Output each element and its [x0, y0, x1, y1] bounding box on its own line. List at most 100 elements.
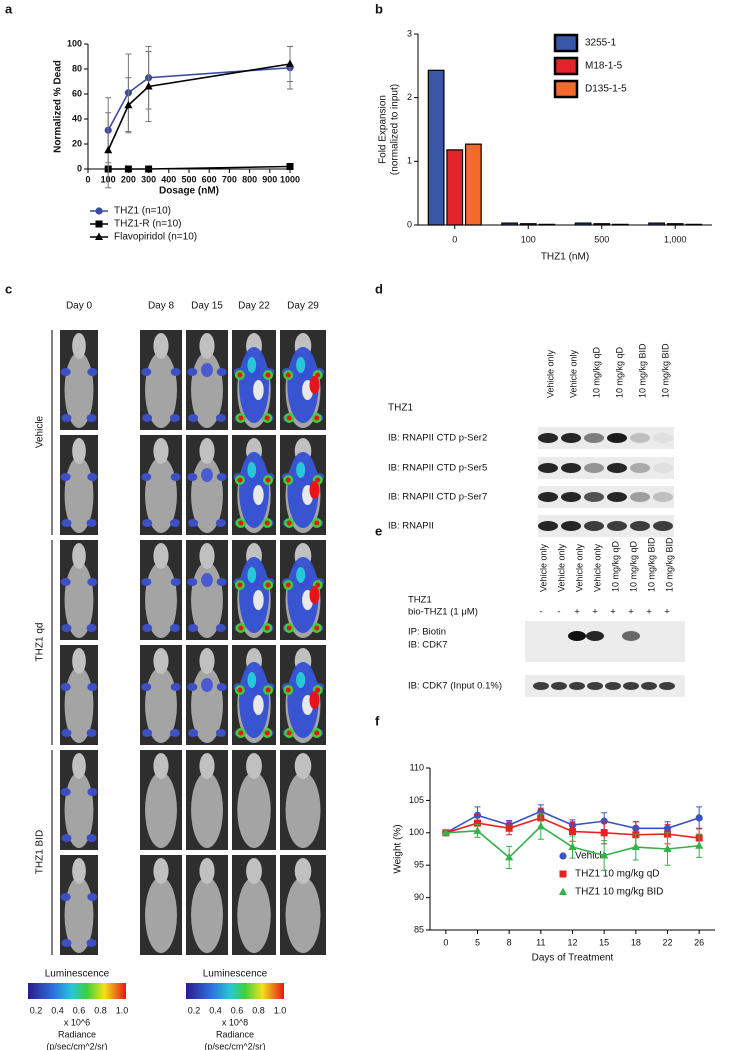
- marker: [286, 59, 294, 67]
- legend-label: THZ1-R (n=10): [114, 219, 182, 230]
- mouse-body: [64, 667, 94, 743]
- marker: [568, 842, 577, 851]
- marker: [286, 163, 294, 170]
- signal: [285, 477, 291, 483]
- y-tick-label: 90: [414, 892, 424, 902]
- signal: [87, 578, 98, 586]
- colorbar-tick-label: 1.0: [274, 1005, 287, 1015]
- lane-label: Vehicle only: [556, 543, 566, 592]
- colorbar: [28, 983, 126, 999]
- x-tick-label: 500: [181, 174, 196, 184]
- lane-label: Vehicle only: [545, 349, 555, 398]
- y-axis-label: Weight (%): [393, 824, 404, 873]
- mouse-body: [285, 772, 321, 848]
- colorbar-unit: (p/sec/cm^2/sr): [46, 1041, 107, 1050]
- signal: [141, 368, 152, 376]
- marker: [569, 828, 576, 836]
- x-tick-label: 0: [443, 937, 448, 947]
- y-tick-label: 40: [72, 113, 82, 123]
- colorbar-tick-label: 1.0: [116, 1005, 129, 1015]
- signal: [238, 730, 244, 736]
- signal: [237, 687, 243, 693]
- band: [584, 433, 604, 443]
- day-label: Day 15: [191, 301, 223, 312]
- colorbar-title: Luminescence: [45, 969, 110, 980]
- signal: [216, 683, 227, 691]
- mouse-body: [64, 772, 94, 848]
- band: [568, 631, 586, 641]
- row-label: IP: Biotin: [408, 627, 446, 638]
- mouse-body: [191, 457, 223, 533]
- mouse-body: [191, 667, 223, 743]
- signal: [264, 625, 270, 631]
- x-tick-label: 0: [85, 174, 90, 184]
- legend-swatch: [553, 56, 579, 76]
- band: [630, 492, 650, 502]
- mouse-body: [145, 352, 177, 428]
- bar: [464, 143, 482, 226]
- row-label: IB: RNAPII: [388, 521, 434, 532]
- x-tick-label: 22: [662, 937, 672, 947]
- signal: [315, 372, 321, 378]
- mouse-head: [246, 858, 262, 884]
- mouse-head: [72, 333, 86, 359]
- blot: [538, 457, 674, 479]
- colorbar-tick-label: 0.4: [209, 1005, 222, 1015]
- lane-label: Vehicle only: [574, 543, 584, 592]
- x-tick-label: 100: [521, 234, 536, 244]
- band: [659, 682, 675, 690]
- signal: [87, 893, 98, 901]
- x-tick-label: 600: [202, 174, 217, 184]
- band: [605, 682, 621, 690]
- x-tick-label: 700: [222, 174, 237, 184]
- x-tick-label: 1,000: [664, 234, 687, 244]
- mouse-body: [237, 877, 271, 953]
- marker: [104, 145, 113, 154]
- x-tick-label: 900: [262, 174, 277, 184]
- band: [653, 521, 673, 531]
- colorbar: [186, 983, 284, 999]
- colorbar-title: Luminescence: [203, 969, 268, 980]
- marker: [600, 817, 608, 825]
- lane-label: Vehicle only: [568, 349, 578, 398]
- signal: [87, 788, 98, 796]
- signal: [265, 477, 271, 483]
- marker: [505, 824, 513, 832]
- signal: [188, 624, 199, 632]
- mouse-head: [153, 858, 169, 884]
- marker: [474, 819, 481, 827]
- marker: [559, 887, 567, 895]
- bar: [648, 222, 666, 226]
- colorbar-unit: (p/sec/cm^2/sr): [204, 1041, 265, 1050]
- bar: [611, 223, 629, 226]
- signal: [238, 520, 244, 526]
- colorbar-tick-label: 0.8: [94, 1005, 107, 1015]
- band: [538, 433, 558, 443]
- treatment-label: THZ1: [388, 403, 413, 414]
- mouse-head: [199, 648, 215, 674]
- mouse-body: [64, 877, 94, 953]
- signal: [61, 414, 72, 422]
- mouse-head: [199, 333, 215, 359]
- signal: [142, 624, 153, 632]
- signal: [237, 372, 243, 378]
- y-tick-label: 105: [409, 795, 424, 805]
- band: [538, 463, 558, 473]
- colorbar-tick-label: 0.6: [231, 1005, 244, 1015]
- signal: [309, 481, 320, 499]
- signal: [61, 834, 72, 842]
- colorbar-tick-label: 0.2: [188, 1005, 201, 1015]
- mouse-head: [199, 543, 215, 569]
- signal: [237, 477, 243, 483]
- signal: [315, 477, 321, 483]
- probe-sign: +: [646, 607, 652, 618]
- band: [653, 433, 673, 443]
- signal: [60, 578, 71, 586]
- y-tick-label: 0: [407, 219, 412, 229]
- signal: [170, 368, 181, 376]
- band: [653, 463, 673, 473]
- x-tick-label: 5: [475, 937, 480, 947]
- signal: [286, 730, 292, 736]
- panel-label: c: [5, 281, 12, 296]
